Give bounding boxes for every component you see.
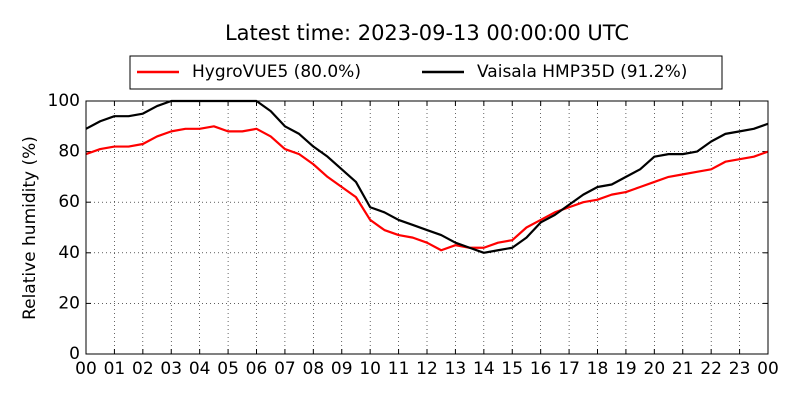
series-line	[85, 125, 769, 252]
x-tick-label: 19	[615, 359, 637, 379]
x-tick-label: 10	[359, 359, 381, 379]
x-tick-label: 00	[75, 359, 97, 379]
x-tick-label: 18	[587, 359, 609, 379]
legend-label: HygroVUE5 (80.0%)	[192, 62, 361, 82]
x-tick-label: 16	[530, 359, 552, 379]
x-tick-label: 11	[388, 359, 410, 379]
x-tick-label: 17	[558, 359, 580, 379]
x-tick-label: 04	[189, 359, 211, 379]
y-tick-label: 100	[48, 91, 80, 111]
x-tick-label: 21	[672, 359, 694, 379]
x-tick-label: 22	[700, 359, 722, 379]
x-tick-label: 23	[729, 359, 751, 379]
y-tick-label: 20	[58, 293, 80, 313]
x-tick-label: 07	[274, 359, 296, 379]
y-tick-label: 80	[58, 142, 80, 162]
x-tick-label: 03	[160, 359, 182, 379]
x-tick-label: 02	[132, 359, 154, 379]
y-axis-label: Relative humidity (%)	[20, 136, 40, 320]
x-tick-label: 08	[303, 359, 325, 379]
y-tick-label: 0	[69, 344, 80, 364]
x-tick-label: 06	[246, 359, 268, 379]
y-tick-label: 60	[58, 192, 80, 212]
x-tick-label: 15	[501, 359, 523, 379]
x-tick-label: 01	[104, 359, 126, 379]
y-tick-label: 40	[58, 243, 80, 263]
x-tick-label: 05	[217, 359, 239, 379]
plot-frame	[85, 100, 769, 355]
x-tick-label: 14	[473, 359, 495, 379]
legend-label: Vaisala HMP35D (91.2%)	[477, 62, 687, 82]
chart-title: Latest time: 2023-09-13 00:00:00 UTC	[225, 21, 629, 45]
x-tick-label: 13	[445, 359, 467, 379]
x-tick-label: 09	[331, 359, 353, 379]
x-tick-label: 20	[644, 359, 666, 379]
x-tick-label: 00	[757, 359, 779, 379]
x-tick-label: 12	[416, 359, 438, 379]
